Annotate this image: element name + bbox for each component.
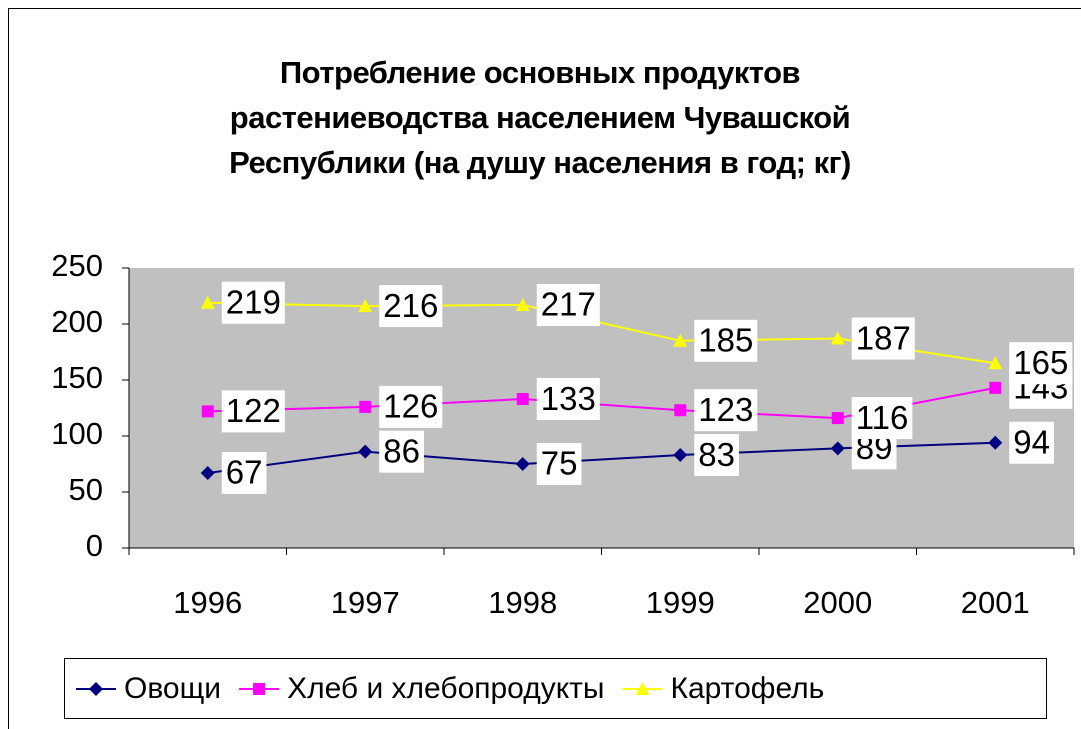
data-label-bg [221, 390, 285, 433]
data-label-group: 217 [536, 283, 600, 326]
data-label-group: 94 [1009, 421, 1054, 464]
data-label: 165 [1013, 344, 1068, 381]
legend-marker [635, 682, 650, 695]
y-tick-label: 200 [51, 304, 103, 339]
y-tick-label: 0 [86, 528, 103, 563]
data-label: 75 [541, 445, 578, 482]
data-point [988, 435, 1003, 450]
data-point [201, 405, 214, 418]
data-label: 83 [698, 436, 735, 473]
data-label-bg [851, 397, 913, 440]
legend-marker [89, 682, 103, 696]
x-tick-label: 1998 [488, 585, 557, 620]
data-label-group: 185 [694, 319, 758, 362]
data-point [358, 444, 373, 459]
data-label-bg [1009, 421, 1054, 464]
data-label-group: 133 [536, 378, 600, 421]
data-point [989, 381, 1002, 394]
data-label: 219 [226, 283, 281, 320]
data-label-bg [379, 430, 424, 473]
data-point [200, 295, 215, 309]
data-label: 126 [383, 388, 438, 425]
data-point [515, 457, 530, 471]
y-tick-label: 50 [69, 472, 103, 507]
data-label-bg [221, 281, 285, 324]
data-label: 185 [698, 322, 753, 359]
data-point [830, 331, 845, 345]
data-point [673, 448, 688, 463]
data-point [359, 400, 372, 413]
data-label: 122 [226, 392, 281, 429]
data-point [831, 412, 844, 425]
data-label-bg [379, 385, 443, 428]
data-label-bg [694, 389, 758, 432]
data-label-bg [536, 443, 582, 485]
data-label: 123 [698, 391, 753, 428]
x-tick-label: 2000 [803, 585, 872, 620]
data-point [516, 393, 529, 406]
data-label: 116 [856, 399, 909, 436]
legend-label: Овощи [124, 672, 221, 705]
x-tick-label: 1997 [331, 585, 400, 620]
data-point [673, 333, 688, 347]
data-label: 94 [1013, 423, 1050, 460]
legend-box [64, 658, 1047, 719]
data-label-group: 122 [221, 390, 285, 433]
y-tick-label: 100 [51, 416, 103, 451]
data-label: 216 [383, 287, 438, 324]
data-point [830, 441, 845, 456]
data-label: 217 [541, 286, 596, 323]
data-label-group: 116 [851, 397, 913, 440]
data-point [515, 297, 530, 311]
data-label: 86 [383, 432, 420, 469]
data-point [674, 404, 687, 417]
data-label-bg [694, 319, 758, 362]
data-label-bg [221, 451, 267, 494]
x-tick-label: 2001 [961, 585, 1030, 620]
legend-marker [253, 683, 266, 695]
data-label: 133 [541, 380, 596, 417]
data-label-group: 216 [379, 285, 443, 328]
data-label-bg [851, 317, 915, 360]
plot-area [129, 268, 1074, 548]
data-label: 67 [226, 454, 263, 491]
data-label-bg [379, 285, 443, 328]
y-tick-label: 250 [51, 248, 103, 283]
data-label-bg [536, 283, 600, 326]
data-point [358, 299, 373, 313]
data-label-group: 165 [1009, 342, 1073, 385]
legend-label: Картофель [670, 672, 824, 705]
data-label-bg [536, 378, 600, 421]
data-label-bg [1009, 342, 1073, 385]
data-label-group: 75 [536, 443, 582, 485]
x-tick-label: 1999 [646, 585, 715, 620]
data-label-group: 126 [379, 385, 443, 428]
data-label-group: 123 [694, 389, 758, 432]
y-tick-label: 150 [51, 360, 103, 395]
data-label-bg [694, 434, 739, 477]
data-label: 187 [856, 319, 911, 356]
data-label-group: 187 [851, 317, 915, 360]
data-label-group: 86 [379, 430, 424, 473]
x-tick-label: 1996 [173, 585, 242, 620]
data-label-group: 83 [694, 434, 739, 477]
data-label-group: 219 [221, 281, 285, 324]
data-point [200, 465, 215, 480]
chart-title: Потребление основных продуктов растениев… [229, 55, 851, 180]
data-label-group: 67 [221, 451, 267, 494]
legend-label: Хлеб и хлебопродукты [287, 672, 604, 705]
data-point [988, 356, 1003, 370]
